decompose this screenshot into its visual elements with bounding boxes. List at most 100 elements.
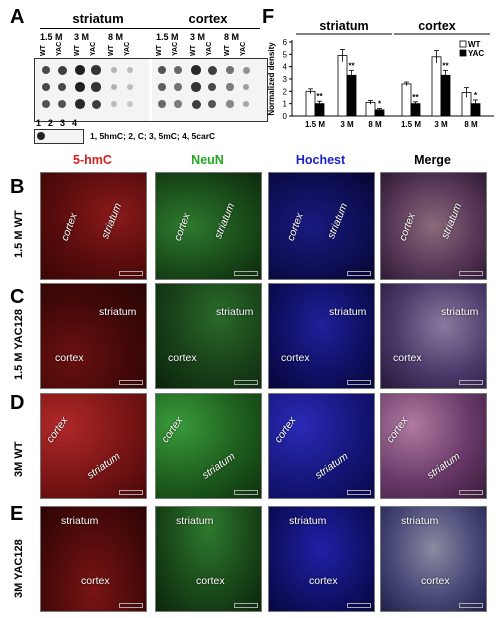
region-label: striatum: [84, 450, 123, 482]
bar: [431, 56, 442, 117]
category-label: 8 M: [464, 120, 478, 129]
image-b-5hmc: cortex striatum: [40, 172, 147, 280]
age-label: 8 M: [224, 32, 240, 42]
region-label: striatum: [212, 201, 238, 241]
region-label: cortex: [396, 211, 418, 243]
region-label: striatum: [289, 515, 327, 527]
region-label: cortex: [309, 575, 338, 587]
row-label-3m-wt: 3M WT: [13, 441, 25, 477]
age-label: 1.5 M: [156, 32, 179, 42]
region-label: striatum: [329, 306, 367, 318]
region-label: striatum: [441, 306, 479, 318]
scale-bar: [119, 490, 143, 495]
region-label: striatum: [99, 201, 125, 241]
blot-spot: [157, 65, 167, 75]
blot-spot: [75, 99, 85, 109]
legend-label-wt: WT: [468, 40, 481, 49]
region-label: cortex: [196, 575, 225, 587]
scale-bar: [234, 603, 258, 608]
standard-lane-number: 3: [60, 118, 66, 128]
image-c-neun: striatum cortex: [155, 283, 262, 389]
column-title-neun: NeuN: [191, 153, 224, 167]
image-c-merge: striatum cortex: [380, 283, 487, 389]
panel-label-e: E: [10, 503, 24, 525]
genotype-label: WT: [74, 45, 81, 56]
blot-spot: [75, 82, 85, 92]
blot-spot: [207, 65, 217, 75]
image-d-5hmc: cortex striatum: [40, 393, 147, 499]
y-tick-label: 5: [283, 50, 288, 59]
category-label: 3 M: [434, 120, 448, 129]
image-b-hochest: cortex striatum: [268, 172, 375, 280]
blot-spot: [127, 84, 133, 90]
image-e-5hmc: striatum cortex: [40, 506, 147, 612]
category-label: 1.5 M: [401, 120, 421, 129]
scale-bar: [347, 380, 371, 385]
significance-marker: **: [348, 61, 355, 70]
blot-spot: [242, 66, 250, 74]
panel-label-c: C: [10, 286, 25, 308]
blot-spot: [174, 83, 182, 91]
region-label: cortex: [168, 352, 197, 364]
significance-marker: *: [474, 91, 478, 100]
blot-spot: [57, 99, 67, 109]
standard-spot: [37, 132, 45, 140]
blot-spot: [174, 100, 182, 108]
y-tick-label: 3: [283, 75, 288, 84]
blot-spot: [110, 83, 118, 91]
region-label: striatum: [216, 306, 254, 318]
bar: [401, 83, 412, 117]
region-label: cortex: [58, 211, 80, 243]
panel-label-a: A: [10, 6, 25, 28]
region-label: cortex: [44, 414, 71, 446]
category-label: 3 M: [340, 120, 354, 129]
category-label: 1.5 M: [305, 120, 325, 129]
blot-spot: [158, 100, 166, 108]
region-label: cortex: [81, 575, 110, 587]
significance-marker: *: [378, 100, 382, 109]
image-b-merge: cortex striatum: [380, 172, 487, 280]
blot-spot: [191, 99, 201, 109]
region-label: striatum: [176, 515, 214, 527]
blot-spot: [127, 101, 133, 107]
striatum-underline: [40, 28, 150, 29]
legend-label-yac: YAC: [468, 49, 484, 58]
image-d-hochest: cortex striatum: [268, 393, 375, 499]
region-label: striatum: [199, 450, 238, 482]
group-title: cortex: [418, 19, 456, 33]
row-label-1-5m-yac128: 1.5 M YAC128: [13, 309, 25, 380]
blot-spot: [57, 82, 67, 92]
membrane-divider: [149, 59, 152, 121]
region-label: cortex: [281, 352, 310, 364]
image-d-neun: cortex striatum: [155, 393, 262, 499]
panel-label-d: D: [10, 392, 25, 414]
scale-bar: [347, 271, 371, 276]
legend-swatch-yac: [459, 49, 467, 57]
scale-bar: [459, 603, 483, 608]
blot-spot: [110, 66, 118, 74]
blot-spot: [207, 82, 217, 92]
scale-bar: [347, 490, 371, 495]
region-label: cortex: [272, 414, 299, 446]
cortex-underline: [150, 28, 260, 29]
panel-a-title-striatum: striatum: [72, 11, 124, 26]
genotype-label: YAC: [172, 41, 179, 56]
column-title-hochest: Hochest: [295, 153, 346, 167]
standard-legend: 1, 5hmC; 2, C; 3, 5mC; 4, 5carC: [90, 131, 216, 141]
bar: [305, 90, 316, 117]
genotype-label: YAC: [56, 41, 63, 56]
region-label: striatum: [325, 201, 351, 241]
genotype-label: WT: [190, 45, 197, 56]
genotype-label: YAC: [90, 41, 97, 56]
blot-spot: [127, 67, 133, 73]
blot-spot: [57, 65, 67, 75]
region-label: cortex: [171, 211, 193, 243]
image-e-merge: striatum cortex: [380, 506, 487, 612]
column-title-5hmc: 5-hmC: [73, 153, 112, 167]
blot-spot: [242, 100, 250, 108]
genotype-label: WT: [224, 45, 231, 56]
region-label: striatum: [61, 515, 99, 527]
blot-spot: [75, 65, 85, 75]
panel-label-b: B: [10, 176, 25, 198]
genotype-label: YAC: [240, 41, 247, 56]
